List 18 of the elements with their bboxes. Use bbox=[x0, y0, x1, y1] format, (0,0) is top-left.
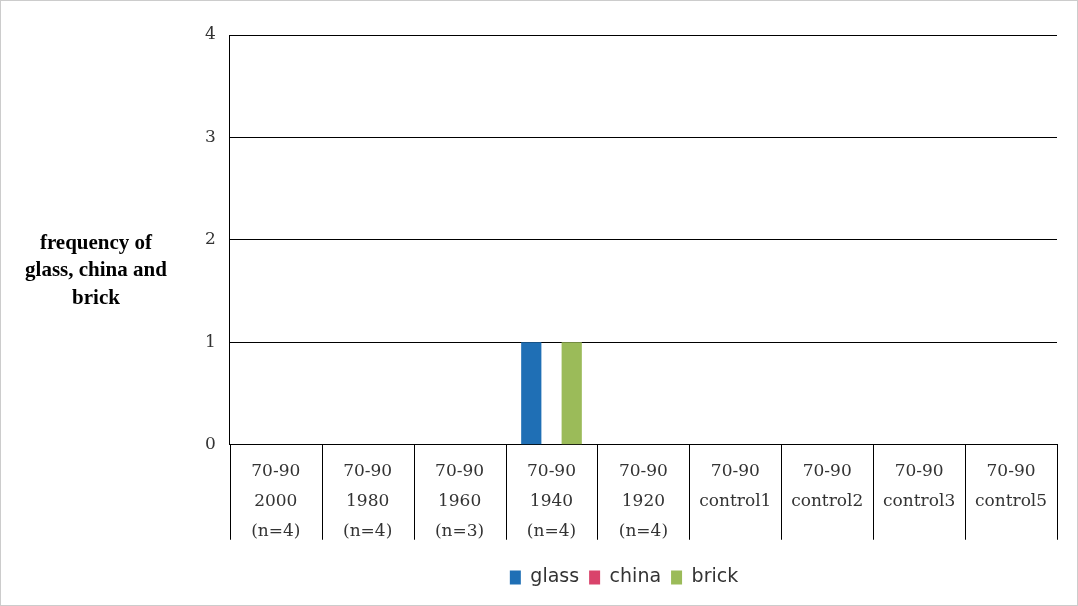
y-tick-label: 1 bbox=[204, 330, 216, 351]
y-tick-label: 0 bbox=[204, 433, 216, 454]
x-tick-label: 70-90 control2 bbox=[791, 460, 864, 510]
x-tick-label: 70-90 1960 (n=3) bbox=[434, 460, 485, 540]
x-tick-label: 70-90 control5 bbox=[974, 460, 1048, 510]
legend-label: china bbox=[609, 564, 662, 587]
legend-label: glass bbox=[530, 564, 580, 587]
legend-label: brick bbox=[691, 564, 739, 587]
y-tick-label: 2 bbox=[204, 228, 216, 249]
x-tick-label: 70-90 1980 (n=4) bbox=[343, 460, 393, 540]
y-axis-title: frequency of glass, china and brick bbox=[24, 229, 168, 311]
y-tick-label: 3 bbox=[204, 125, 216, 146]
x-tick-label: 70-90 2000 (n=4) bbox=[251, 460, 301, 540]
x-tick-label: 70-90 control3 bbox=[883, 460, 956, 510]
x-tick-label: 70-90 1920 (n=4) bbox=[618, 460, 669, 540]
y-tick-label: 4 bbox=[204, 23, 216, 44]
x-tick-label: 70-90 control1 bbox=[699, 460, 772, 510]
x-tick-label: 70-90 1940 (n=4) bbox=[526, 460, 577, 540]
